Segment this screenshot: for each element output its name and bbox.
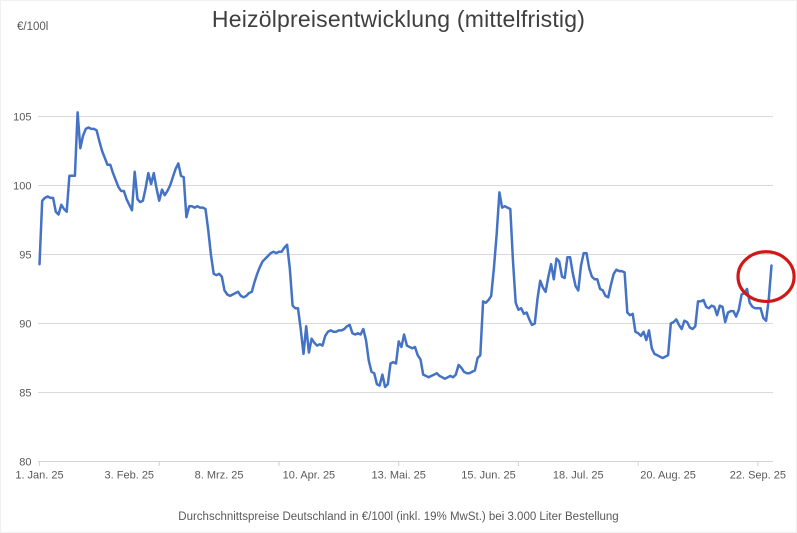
x-tick-label: 15. Jun. 25: [461, 470, 515, 482]
x-tick-label: 22. Sep. 25: [730, 470, 786, 482]
y-tick-label-90: 90: [19, 319, 31, 331]
x-tick-label: 13. Mai. 25: [371, 470, 425, 482]
x-tick-label: 8. Mrz. 25: [195, 470, 244, 482]
highlight-ellipse: [736, 250, 796, 304]
x-tick-label: 1. Jan. 25: [15, 470, 63, 482]
y-tick-label-80: 80: [19, 457, 31, 469]
y-axis-unit-label: €/100l: [17, 21, 49, 33]
x-tick-label: 18. Jul. 25: [553, 470, 604, 482]
chart-title: Heizölpreisentwicklung (mittelfristig): [211, 6, 586, 32]
y-tick-label-100: 100: [13, 181, 31, 193]
y-tick-label-95: 95: [19, 250, 31, 262]
y-tick-label-105: 105: [13, 112, 31, 124]
chart-caption: Durchschnittspreise Deutschland in €/100…: [178, 511, 619, 523]
x-tick-label: 10. Apr. 25: [283, 470, 336, 482]
x-tick-label: 3. Feb. 25: [105, 470, 155, 482]
x-tick-label: 20. Aug. 25: [640, 470, 696, 482]
price-line: [38, 111, 773, 389]
y-tick-label-85: 85: [19, 388, 31, 400]
